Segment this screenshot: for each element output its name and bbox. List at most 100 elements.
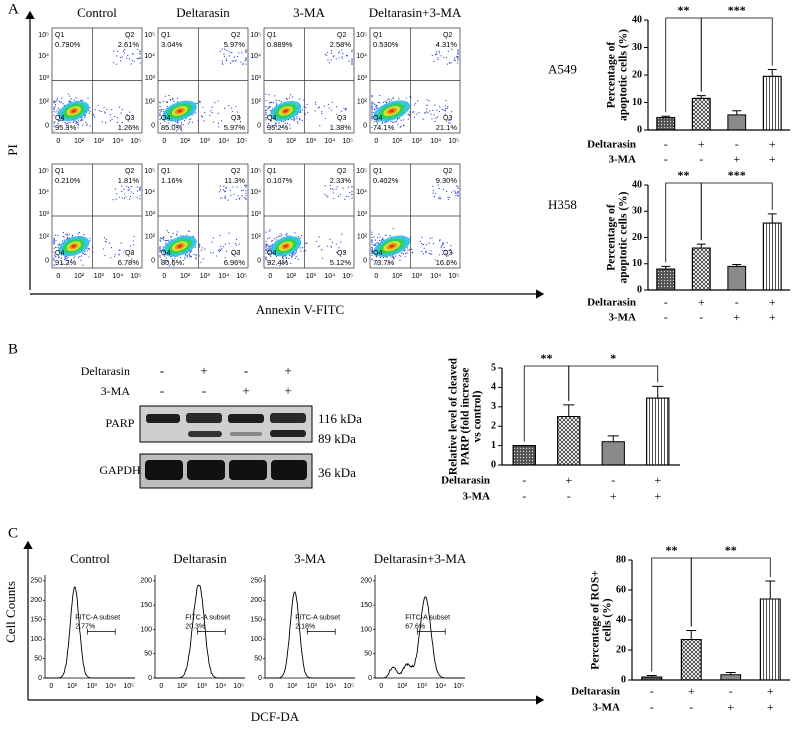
event-dot — [231, 252, 233, 255]
event-dot — [335, 188, 337, 190]
event-dot — [237, 195, 239, 197]
event-dot — [371, 247, 373, 249]
event-dot — [390, 121, 392, 123]
quadrant-percent: 2.61% — [118, 40, 140, 49]
event-dot — [83, 234, 85, 236]
event-dot — [195, 254, 197, 256]
event-dot — [245, 57, 247, 59]
x-tick-label: 10² — [286, 273, 297, 280]
event-dot — [219, 189, 222, 191]
event-dot — [403, 125, 405, 127]
event-dot — [159, 249, 161, 252]
event-dot — [188, 121, 190, 123]
event-dot — [371, 113, 373, 116]
event-dot — [443, 56, 445, 59]
event-dot — [434, 121, 436, 123]
event-dot — [453, 190, 455, 192]
event-dot — [139, 195, 141, 197]
event-dot — [165, 242, 167, 244]
event-dot — [448, 249, 450, 251]
condition-sign: - — [522, 473, 526, 487]
event-dot — [123, 52, 126, 54]
quadrant-name: Q4 — [373, 250, 382, 257]
event-dot — [395, 120, 398, 122]
x-tick-label: 0 — [379, 683, 383, 690]
event-dot — [165, 257, 167, 259]
event-dot — [211, 106, 213, 108]
event-dot — [210, 110, 212, 112]
event-dot — [435, 51, 438, 53]
event-dot — [204, 248, 206, 250]
event-dot — [338, 52, 340, 54]
event-dot — [305, 242, 307, 245]
event-dot — [393, 257, 395, 259]
quadrant-name: Q4 — [373, 115, 382, 122]
event-dot — [450, 191, 453, 193]
event-dot — [211, 241, 213, 243]
bar-hatch — [656, 117, 676, 131]
event-dot — [191, 121, 193, 123]
event-dot — [188, 253, 190, 255]
event-dot — [291, 253, 294, 255]
event-dot — [270, 120, 272, 122]
column-title: 3-MA — [294, 551, 326, 566]
event-dot — [267, 108, 269, 110]
quadrant-percent: 4.31% — [436, 40, 458, 49]
event-dot — [431, 253, 433, 255]
event-dot — [408, 114, 410, 116]
event-dot — [116, 50, 119, 53]
event-dot — [221, 120, 223, 122]
quadrant-percent: 0.107% — [267, 176, 293, 185]
event-dot — [228, 55, 230, 57]
event-dot — [432, 185, 434, 187]
event-dot — [438, 110, 440, 113]
event-dot — [351, 197, 353, 199]
event-dot — [267, 123, 270, 125]
event-dot — [241, 190, 243, 192]
event-dot — [425, 252, 427, 254]
event-dot — [395, 255, 397, 257]
event-dot — [55, 240, 57, 242]
x-tick-label: 0 — [162, 273, 166, 280]
y-tick-label: 10⁵ — [250, 168, 261, 175]
event-dot — [448, 62, 450, 64]
event-dot — [121, 56, 123, 58]
event-dot — [447, 119, 450, 121]
event-dot — [321, 111, 323, 113]
event-dot — [188, 230, 190, 233]
event-dot — [176, 97, 178, 99]
event-dot — [129, 111, 131, 113]
event-dot — [296, 121, 299, 123]
event-dot — [439, 196, 441, 198]
quadrant-name: Q1 — [55, 168, 64, 175]
event-dot — [400, 255, 402, 257]
x-tick-label: 10⁴ — [215, 683, 226, 690]
event-dot — [68, 262, 70, 264]
band-size: 116 kDa — [318, 411, 362, 426]
y-tick-label: 10² — [145, 234, 156, 241]
x-tick-label: 0 — [268, 138, 272, 145]
event-dot — [430, 250, 432, 252]
event-dot — [434, 54, 437, 56]
quadrant-name: Q2 — [443, 168, 452, 175]
event-dot — [341, 233, 343, 235]
gate-name: FITC-A subset — [295, 614, 340, 621]
event-dot — [67, 257, 69, 259]
dot-plot: Q13.04%Q25.97%Q35.97%Q485.0%0010²10²10³1… — [144, 27, 249, 145]
event-dot — [87, 247, 89, 249]
event-dot — [289, 124, 291, 126]
error-bar — [563, 404, 575, 417]
event-dot — [392, 256, 394, 258]
y-tick-label: 4 — [491, 382, 496, 393]
event-dot — [371, 231, 373, 233]
event-dot — [340, 110, 342, 112]
event-dot — [235, 244, 237, 247]
event-dot — [87, 97, 89, 99]
event-dot — [185, 234, 188, 236]
event-dot — [163, 236, 165, 238]
event-dot — [82, 252, 84, 255]
event-dot — [170, 99, 172, 101]
x-tick-label: 10³ — [306, 138, 317, 145]
quadrant-name: Q3 — [125, 115, 134, 122]
x-tick-label: 10³ — [200, 273, 211, 280]
